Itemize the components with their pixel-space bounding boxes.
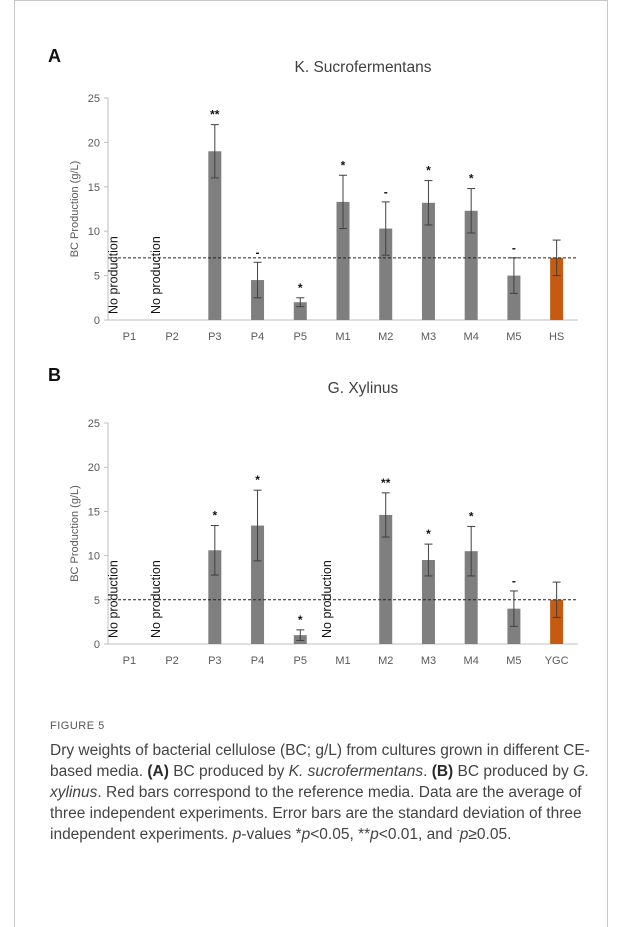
panel-b-significance-mark: -: [512, 574, 516, 588]
caption-panel-b-tag: (B): [431, 763, 454, 780]
panel-b-significance-mark: *: [212, 509, 217, 523]
panel-b-category-label: YGC: [545, 655, 569, 667]
panel-a-significance-mark: *: [341, 158, 346, 172]
caption-text-8: <0.01, and: [378, 826, 457, 843]
caption-text-6: -values *: [241, 826, 302, 843]
caption-p-4: p: [459, 826, 469, 843]
panel-a-no-production-label: No production: [149, 236, 163, 314]
panel-a-bar: [507, 275, 521, 320]
caption-text-3: .: [423, 763, 432, 780]
panel-b-title: G. Xylinus: [328, 380, 399, 397]
panel-a-bar: [464, 210, 478, 320]
panel-a-category-label: M2: [378, 331, 393, 343]
figure-label: FIGURE 5: [50, 720, 105, 732]
caption-text-7: <0.05, **: [310, 826, 371, 843]
panel-b-category-label: P4: [251, 655, 264, 667]
panel-b-no-production-label: No production: [149, 560, 163, 638]
panel-b-category-label: M1: [335, 655, 350, 667]
panel-a-significance-mark: -: [512, 241, 516, 255]
caption-text-1: Dry weights of bacterial cellulose (BC; …: [50, 742, 590, 780]
panel-b-category-label: P2: [165, 655, 178, 667]
panel-b-category-label: M3: [421, 655, 436, 667]
panel-b-significance-mark: *: [298, 613, 303, 627]
panel-a-y-tick-label: 15: [88, 182, 100, 194]
panel-b-y-axis-label: BC Production (g/L): [69, 485, 81, 582]
caption-panel-a-tag: (A): [147, 763, 169, 780]
panel-b-bar: [464, 551, 478, 644]
panel-a-significance-mark: -: [256, 245, 260, 259]
panel-a-category-label: P4: [251, 331, 264, 343]
figure-frame: [14, 0, 608, 927]
panel-a-category-label: HS: [549, 331, 564, 343]
panel-a-category-label: P1: [123, 331, 136, 343]
panel-b-category-label: M4: [464, 655, 479, 667]
panel-b-bar: [208, 550, 222, 644]
panel-b-letter: B: [48, 365, 61, 385]
figure-charts: A K. Sucrofermentans 0 5 10 15 20 25 BC Producti…: [48, 46, 578, 667]
panel-a-bar: [251, 280, 265, 320]
panel-a-category-label: M4: [464, 331, 479, 343]
panel-a-category-label: M1: [335, 331, 350, 343]
panel-a-bar: [208, 151, 222, 320]
panel-b-bar: [379, 514, 393, 644]
panel-a-category-label: M5: [506, 331, 521, 343]
caption-p-1: p: [232, 826, 242, 843]
panel-a-y-tick-label: 5: [94, 271, 100, 283]
panel-b-y-tick-label: 25: [88, 418, 100, 430]
caption-text-5: . Red bars correspond to the reference m…: [50, 784, 582, 843]
panel-a-significance-mark: **: [210, 108, 220, 122]
panel-b-significance-mark: *: [469, 509, 474, 523]
panel-a-category-label: P3: [208, 331, 221, 343]
panel-a-bar: [336, 201, 350, 320]
caption-p-2: p: [301, 826, 311, 843]
panel-a-bar: [550, 257, 564, 320]
panel-a-category-label: P2: [165, 331, 178, 343]
panel-a-bar: [421, 202, 435, 320]
panel-a-y-tick-label: 25: [88, 93, 100, 105]
panel-b-significance-mark: *: [255, 473, 260, 487]
panel-a-y-axis-label: BC Production (g/L): [69, 161, 81, 258]
caption-species-a: K. sucrofermentans: [288, 763, 424, 780]
panel-a-title: K. Sucrofermentans: [295, 59, 432, 76]
panel-b-y-tick-label: 5: [94, 595, 100, 607]
panel-b-y-tick-label: 20: [88, 462, 100, 474]
panel-a-bar: [379, 228, 393, 320]
panel-b-category-label: P3: [208, 655, 221, 667]
caption-text-2: BC produced by: [168, 763, 289, 780]
panel-b-significance-mark: *: [426, 527, 431, 541]
panel-b-category-label: M5: [506, 655, 521, 667]
caption-text-9: ≥0.05.: [468, 826, 512, 843]
panel-a-y-tick-label: 0: [94, 315, 100, 327]
panel-a-significance-mark: *: [426, 164, 431, 178]
panel-b-bar: [251, 525, 265, 644]
panel-b-category-label: P1: [123, 655, 136, 667]
panel-a-category-label: P5: [294, 331, 307, 343]
panel-a-significance-mark: -: [384, 185, 388, 199]
panel-b-category-label: M2: [378, 655, 393, 667]
panel-b-y-tick-label: 0: [94, 639, 100, 651]
panel-a-category-label: M3: [421, 331, 436, 343]
panel-a-y-tick-label: 20: [88, 137, 100, 149]
panel-b-bar: [550, 599, 564, 644]
panel-a-significance-mark: *: [298, 281, 303, 295]
panel-a-no-production-label: No production: [106, 236, 120, 314]
panel-a-significance-mark: *: [469, 172, 474, 186]
panel-a-y-tick-label: 10: [88, 226, 100, 238]
panel-b-y-tick-label: 10: [88, 551, 100, 563]
panel-b-no-production-label: No production: [106, 560, 120, 638]
caption-species-b: G. xylinus: [50, 763, 590, 801]
panel-b-y-tick-label: 15: [88, 506, 100, 518]
panel-b-category-label: P5: [294, 655, 307, 667]
panel-b-significance-mark: **: [381, 476, 391, 490]
caption-text-4: BC produced by: [453, 763, 573, 780]
caption-p-3: p: [370, 826, 379, 843]
panel-b-no-production-label: No production: [320, 560, 334, 638]
panel-a-letter: A: [48, 46, 61, 66]
caption-superscript-minus: -: [456, 824, 460, 835]
figure-caption: Dry weights of bacterial cellulose (BC; …: [50, 740, 590, 845]
panel-b-bar: [421, 560, 435, 644]
